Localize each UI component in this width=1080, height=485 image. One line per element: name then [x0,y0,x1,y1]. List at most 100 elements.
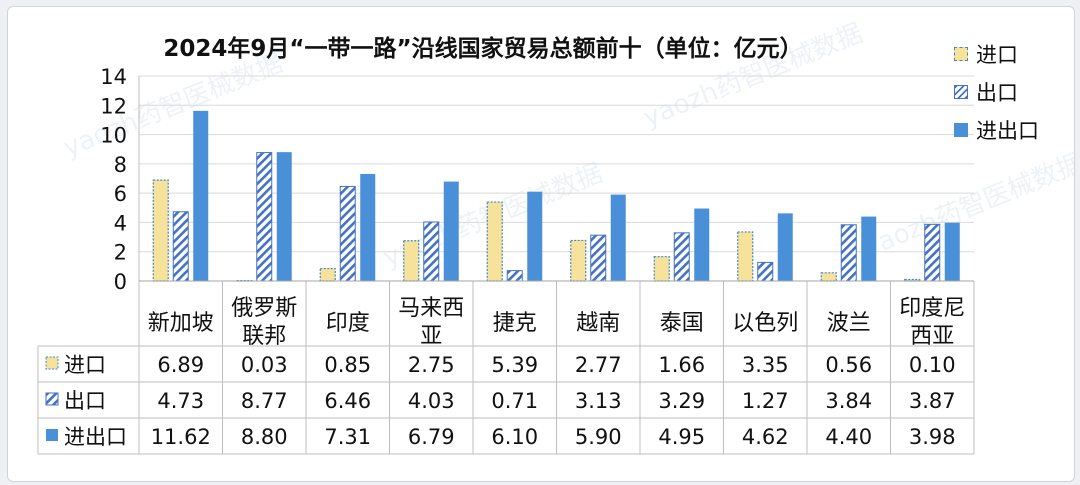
y-tick-label-0: 0 [114,270,127,294]
table-swatch-total [46,429,58,441]
table-value-import-1: 0.03 [241,353,288,377]
bar-total-2 [360,173,376,281]
watermark-3: yaozh药智医械数据 [859,148,1074,263]
legend-label-import: 进口 [976,43,1018,67]
chart-canvas: yaozh药智医械数据yaozh药智医械数据yaozh药智医械数据yaozh药智… [37,18,1074,455]
table-value-total-6: 4.95 [658,425,705,449]
category-label-7: 以色列 [732,311,798,336]
table-value-import-3: 2.75 [408,353,455,377]
table-value-import-5: 2.77 [575,353,622,377]
bar-import-0 [152,179,169,282]
table-swatch-import [45,356,59,370]
category-label-9-line2: 西亚 [910,324,954,349]
bar-import-5 [570,239,587,282]
legend: 进口 出口 进出口 [954,35,1039,149]
table-value-export-3: 4.03 [408,389,455,413]
bar-total-9 [944,222,960,281]
category-label-3-line1: 马来西 [398,296,464,321]
table-value-total-3: 6.79 [408,425,455,449]
bar-export-8 [840,224,857,282]
bar-total-4 [527,191,543,281]
table-value-export-1: 8.77 [241,389,288,413]
table-value-export-7: 1.27 [742,389,789,413]
bar-export-9 [924,223,941,282]
bar-import-2 [319,267,336,282]
bar-import-9 [904,278,921,282]
y-tick-label-4: 8 [114,153,127,177]
table-value-export-9: 3.87 [909,389,956,413]
bar-export-0 [172,211,189,282]
category-label-4: 捷克 [493,311,537,336]
legend-label-export: 出口 [976,81,1018,105]
category-label-1-line1: 俄罗斯 [231,296,297,321]
bar-export-6 [673,232,690,282]
table-value-total-2: 7.31 [324,425,371,449]
table-value-export-5: 3.13 [575,389,622,413]
bar-import-7 [737,231,754,282]
table-value-export-6: 3.29 [658,389,705,413]
chart-title: 2024年9月“一带一路”沿线国家贸易总额前十（单位：亿元） [163,36,803,62]
category-label-5: 越南 [576,311,620,336]
table-value-total-7: 4.62 [742,425,789,449]
category-label-1-line2: 联邦 [242,324,286,349]
table-value-import-0: 6.89 [157,353,204,377]
legend-label-total: 进出口 [976,119,1039,143]
y-tick-label-7: 14 [100,65,127,89]
table-value-import-2: 0.85 [324,353,371,377]
table-swatch-export [45,392,59,406]
bar-import-4 [486,201,503,282]
legend-swatch-total [954,123,968,137]
table-value-import-9: 0.10 [909,353,956,377]
bar-total-6 [694,208,710,281]
table-value-total-4: 6.10 [491,425,538,449]
y-tick-label-6: 12 [100,94,127,118]
watermark-0: yaozh药智医械数据 [59,48,287,163]
category-label-3-line2: 亚 [420,324,442,349]
table-value-import-6: 1.66 [658,353,705,377]
bar-import-6 [653,256,670,282]
y-tick-label-2: 4 [114,211,127,235]
table-value-export-4: 0.71 [491,389,538,413]
legend-item-total: 进出口 [954,111,1039,149]
bar-total-5 [610,194,626,281]
table-value-total-1: 8.80 [241,425,288,449]
table-value-import-8: 0.56 [825,353,872,377]
table-value-export-0: 4.73 [157,389,204,413]
bar-import-3 [403,240,420,282]
y-tick-label-3: 6 [114,182,127,206]
category-label-0: 新加坡 [148,311,214,336]
bar-export-4 [506,270,523,282]
bar-total-1 [276,152,292,281]
category-label-2: 印度 [326,311,370,336]
bar-import-8 [820,272,837,282]
legend-item-export: 出口 [954,73,1039,111]
table-value-import-4: 5.39 [491,353,538,377]
table-value-total-9: 3.98 [909,425,956,449]
table-value-total-8: 4.40 [825,425,872,449]
category-label-9-line1: 印度尼 [899,296,965,321]
table-series-label-import: 进口 [64,353,106,377]
legend-item-import: 进口 [954,35,1039,73]
category-label-8: 波兰 [827,311,871,336]
table-value-total-5: 5.90 [575,425,622,449]
bar-total-8 [861,216,877,281]
bar-total-3 [443,181,459,281]
bar-total-7 [777,213,793,281]
bar-export-1 [256,152,273,282]
legend-swatch-import [954,47,968,61]
table-value-total-0: 11.62 [151,425,211,449]
table-series-label-export: 出口 [64,389,106,413]
bar-export-5 [590,234,607,282]
table-value-import-7: 3.35 [742,353,789,377]
bar-export-7 [757,261,774,282]
table-series-label-total: 进出口 [64,425,127,449]
chart-panel: yaozh药智医械数据yaozh药智医械数据yaozh药智医械数据yaozh药智… [7,6,1075,482]
bar-total-0 [193,110,209,281]
y-tick-label-5: 10 [100,124,127,148]
category-label-6: 泰国 [660,311,704,336]
bar-export-2 [339,185,356,282]
table-value-export-2: 6.46 [324,389,371,413]
bar-export-3 [423,221,440,282]
legend-swatch-export [954,85,968,99]
table-value-export-8: 3.84 [825,389,872,413]
